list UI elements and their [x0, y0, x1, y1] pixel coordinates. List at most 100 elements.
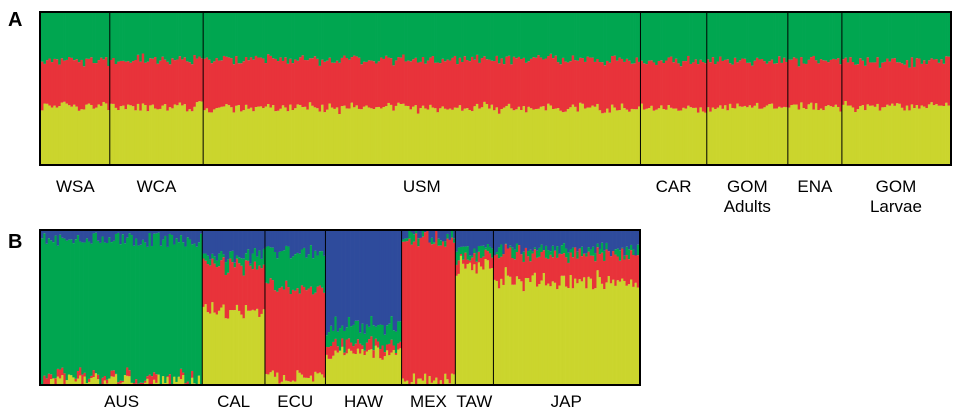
bar-wca-21-red: [158, 60, 162, 109]
bar-car-27-red: [704, 63, 708, 113]
bar-usm-138-yellow: [539, 106, 543, 164]
bar-mex-23-red: [450, 237, 454, 374]
bar-gom-adults-2-green: [709, 13, 713, 63]
bar-aus-35-green: [117, 232, 120, 383]
bar-haw-32-green: [394, 331, 398, 353]
bar-aus-66-blue: [186, 231, 190, 238]
bar-usm-110-red: [470, 56, 474, 112]
bar-jap-27-blue: [551, 231, 555, 246]
bar-jap-24-yellow: [544, 285, 548, 384]
bar-ecu-9-yellow: [282, 375, 286, 384]
bar-taw-12-green: [479, 245, 483, 258]
bar-wca-28-green: [176, 13, 179, 60]
bar-taw-17-green: [491, 248, 494, 258]
bar-haw-28-yellow: [385, 350, 389, 384]
bar-aus-42-red: [132, 383, 136, 384]
bar-gom-larvae-1-green: [841, 13, 845, 60]
bar-usm-127-green: [512, 13, 516, 57]
bar-jap-32-green: [562, 243, 566, 254]
bar-gom-larvae-36-red: [927, 60, 931, 105]
bar-ecu-24-red: [316, 286, 320, 374]
bar-usm-62-green: [353, 13, 356, 56]
bar-usm-50-red: [323, 61, 327, 113]
bar-jap-35-green: [569, 249, 573, 253]
bar-wca-22-red: [161, 56, 165, 106]
bar-mex-5-blue: [410, 231, 414, 233]
bar-usm-131-yellow: [522, 106, 526, 164]
bar-ecu-25-yellow: [318, 372, 322, 384]
bar-usm-148-yellow: [564, 111, 568, 164]
bar-usm-46-green: [313, 13, 317, 57]
bar-usm-95-red: [434, 62, 437, 109]
bar-wsa-26-green: [102, 13, 106, 60]
bar-usm-3-green: [208, 13, 211, 60]
bar-aus-37-yellow: [121, 382, 125, 384]
bar-cal-5-green: [211, 253, 214, 259]
bar-haw-15-blue: [356, 231, 360, 321]
bar-usm-7-green: [217, 13, 221, 61]
bar-gom-adults-5-yellow: [716, 107, 720, 164]
bar-gom-larvae-26-red: [903, 64, 907, 111]
bar-jap-19-green: [533, 247, 537, 250]
bar-gom-adults-1-red: [706, 59, 710, 108]
bar-usm-154-yellow: [579, 102, 582, 164]
bar-usm-112-green: [475, 13, 479, 55]
bar-usm-132-red: [524, 62, 528, 113]
bar-aus-10-yellow: [61, 375, 64, 384]
bar-usm-107-red: [463, 56, 467, 109]
bar-wsa-6-yellow: [53, 105, 57, 164]
bar-usm-120-yellow: [495, 107, 499, 164]
bar-usm-13-red: [232, 64, 236, 113]
bar-gom-adults-7-yellow: [721, 108, 725, 164]
bar-aus-57-green: [166, 246, 170, 377]
bar-gom-adults-31-green: [780, 13, 784, 63]
bar-gom-adults-27-yellow: [770, 103, 774, 164]
bar-usm-173-red: [625, 58, 629, 110]
bar-mex-12-red: [426, 231, 429, 384]
bar-ecu-6-yellow: [276, 372, 279, 384]
bar-usm-134-red: [529, 58, 533, 109]
bar-usm-9-green: [222, 13, 226, 56]
bar-usm-41-red: [301, 55, 305, 108]
bar-usm-89-yellow: [419, 108, 423, 164]
bar-aus-22-red: [88, 378, 91, 382]
bar-aus-56-blue: [164, 231, 167, 236]
bar-aus-45-green: [139, 244, 143, 383]
bar-gom-adults-3-yellow: [711, 107, 715, 164]
bar-haw-4-green: [332, 330, 335, 342]
bar-usm-75-green: [384, 13, 388, 56]
bar-gom-larvae-14-green: [873, 13, 877, 63]
bar-jap-63-red: [632, 255, 635, 287]
bar-car-6-red: [652, 62, 656, 111]
bar-ecu-24-green: [316, 255, 320, 287]
bar-cal-17-yellow: [238, 310, 241, 384]
bar-ena-11-green: [812, 13, 816, 56]
bar-ena-12-red: [814, 60, 818, 104]
bar-wca-5-green: [119, 13, 123, 61]
bar-usm-106-yellow: [461, 110, 464, 164]
bar-usm-173-green: [625, 13, 629, 59]
bar-jap-50-yellow: [603, 289, 606, 384]
bar-jap-42-green: [585, 253, 588, 257]
bar-wca-15-green: [144, 13, 147, 63]
bar-gom-larvae-32-red: [918, 58, 921, 109]
bar-mex-10-red: [421, 236, 425, 381]
bar-usm-74-green: [382, 13, 386, 59]
bar-haw-30-green: [390, 316, 393, 340]
bar-usm-96-red: [436, 62, 440, 113]
bar-mex-7-green: [415, 231, 418, 234]
bar-aus-37-blue: [121, 231, 125, 235]
bar-ecu-27-yellow: [323, 377, 326, 384]
bar-jap-19-red: [533, 249, 537, 273]
bar-usm-128-green: [515, 13, 518, 59]
bar-car-19-yellow: [684, 108, 688, 164]
bar-haw-25-green: [379, 324, 382, 350]
bar-jap-57-green: [618, 250, 622, 261]
bar-usm-144-yellow: [554, 108, 558, 164]
bar-aus-8-green: [56, 245, 60, 369]
bar-ena-17-green: [827, 13, 830, 63]
bar-jap-42-red: [585, 256, 588, 289]
bar-aus-39-red: [126, 367, 129, 376]
bar-aus-20-blue: [83, 231, 87, 243]
bar-ecu-22-green: [312, 258, 315, 295]
